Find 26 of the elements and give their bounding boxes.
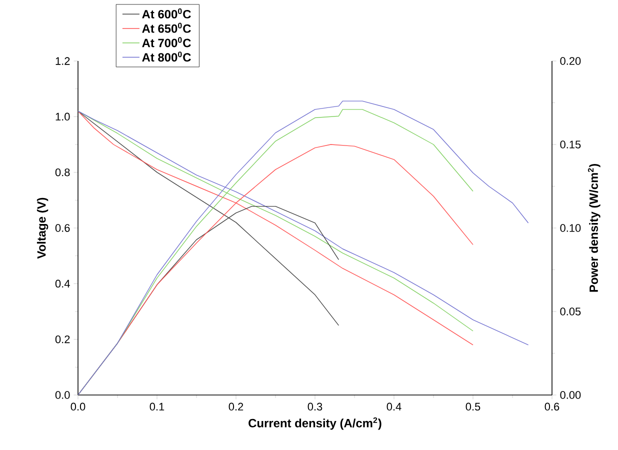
y2-tick-label: 0.05 xyxy=(560,308,581,316)
legend-label: At 650$^{0}$C xyxy=(142,22,191,33)
y2-tick-label: 0.10 xyxy=(560,224,581,232)
y2-tick-label: 0.00 xyxy=(560,391,581,399)
x-tick-label: 0.3 xyxy=(308,402,322,411)
x-tick-label: 0.5 xyxy=(466,402,480,411)
x-axis-title: Current density (A/cm$^{2}$) xyxy=(248,417,382,430)
y-tick-label: 0.4 xyxy=(55,280,70,288)
legend-label: At 800$^{0}$C xyxy=(142,52,191,62)
y2-tick-label: 0.20 xyxy=(560,57,581,65)
y2-tick-label: 0.15 xyxy=(560,140,581,148)
x-tick-label: 0.6 xyxy=(544,402,560,411)
legend-label: At 700$^{0}$C xyxy=(142,37,191,48)
y-tick-label: 1.2 xyxy=(56,57,70,65)
y2-axis-title: Power density (W/cm$^{2}$) xyxy=(588,164,600,292)
x-tick-label: 0.0 xyxy=(70,402,86,411)
x-tick-label: 0.2 xyxy=(228,402,244,411)
y-tick-label: 0.6 xyxy=(55,224,70,232)
x-tick-label: 0.1 xyxy=(150,402,164,411)
x-tick-label: 0.4 xyxy=(386,402,402,411)
y-tick-label: 0.2 xyxy=(55,335,70,344)
y-tick-label: 0.8 xyxy=(55,168,70,176)
y-axis-title: Voltage (V) xyxy=(36,198,48,259)
legend-label: At 600$^{0}$C xyxy=(142,8,191,18)
y-tick-label: 0.0 xyxy=(55,391,70,399)
y-tick-label: 1.0 xyxy=(56,112,70,121)
